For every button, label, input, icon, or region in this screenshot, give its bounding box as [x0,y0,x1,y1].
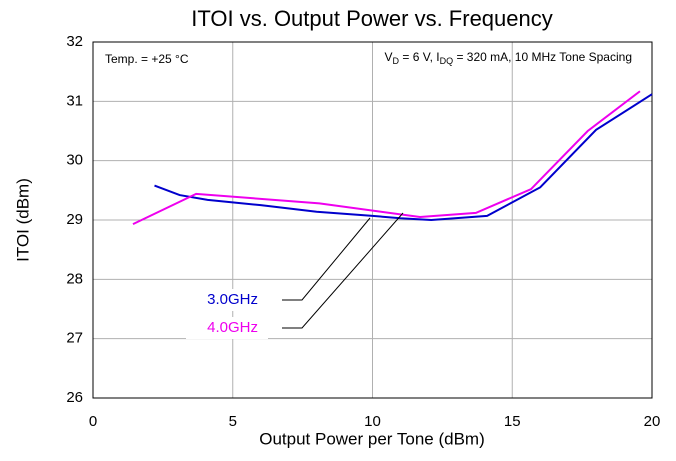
annotation-part: V [385,50,393,64]
label-bg [186,317,268,339]
label-bg [186,289,268,311]
x-tick-label: 20 [644,413,661,430]
annotation: VD = 6 V, IDQ = 320 mA, 10 MHz Tone Spac… [385,50,633,66]
annotation-part: Temp. = +25 °C [105,52,189,66]
leader-line [282,212,404,329]
annotation-part: D [393,56,400,66]
plot-frame [92,41,653,399]
y-axis-label: ITOI (dBm) [13,178,32,262]
annotation-part: DQ [440,56,454,66]
y-tick-label: 29 [66,211,83,228]
series-label: 4.0GHz [207,319,258,336]
y-tick-label: 27 [66,330,83,347]
x-tick-label: 15 [504,413,521,430]
chart-title: ITOI vs. Output Power vs. Frequency [191,6,553,31]
annotation-part: = 6 V, I [399,50,440,64]
series-line [132,90,641,226]
annotation: Temp. = +25 °C [105,52,189,66]
y-tick-label: 30 [66,152,83,169]
x-tick-label: 10 [364,413,381,430]
y-tick-label: 28 [66,270,83,287]
y-tick-label: 31 [66,92,83,109]
series-line [154,93,653,222]
series-label: 3.0GHz [207,291,258,308]
x-axis-label: Output Power per Tone (dBm) [259,429,485,448]
x-tick-label: 5 [229,413,237,430]
x-tick-label: 0 [89,413,97,430]
y-tick-label: 26 [66,389,83,406]
leader-line [282,217,371,301]
y-tick-label: 32 [66,33,83,50]
annotation-part: = 320 mA, 10 MHz Tone Spacing [453,50,632,64]
